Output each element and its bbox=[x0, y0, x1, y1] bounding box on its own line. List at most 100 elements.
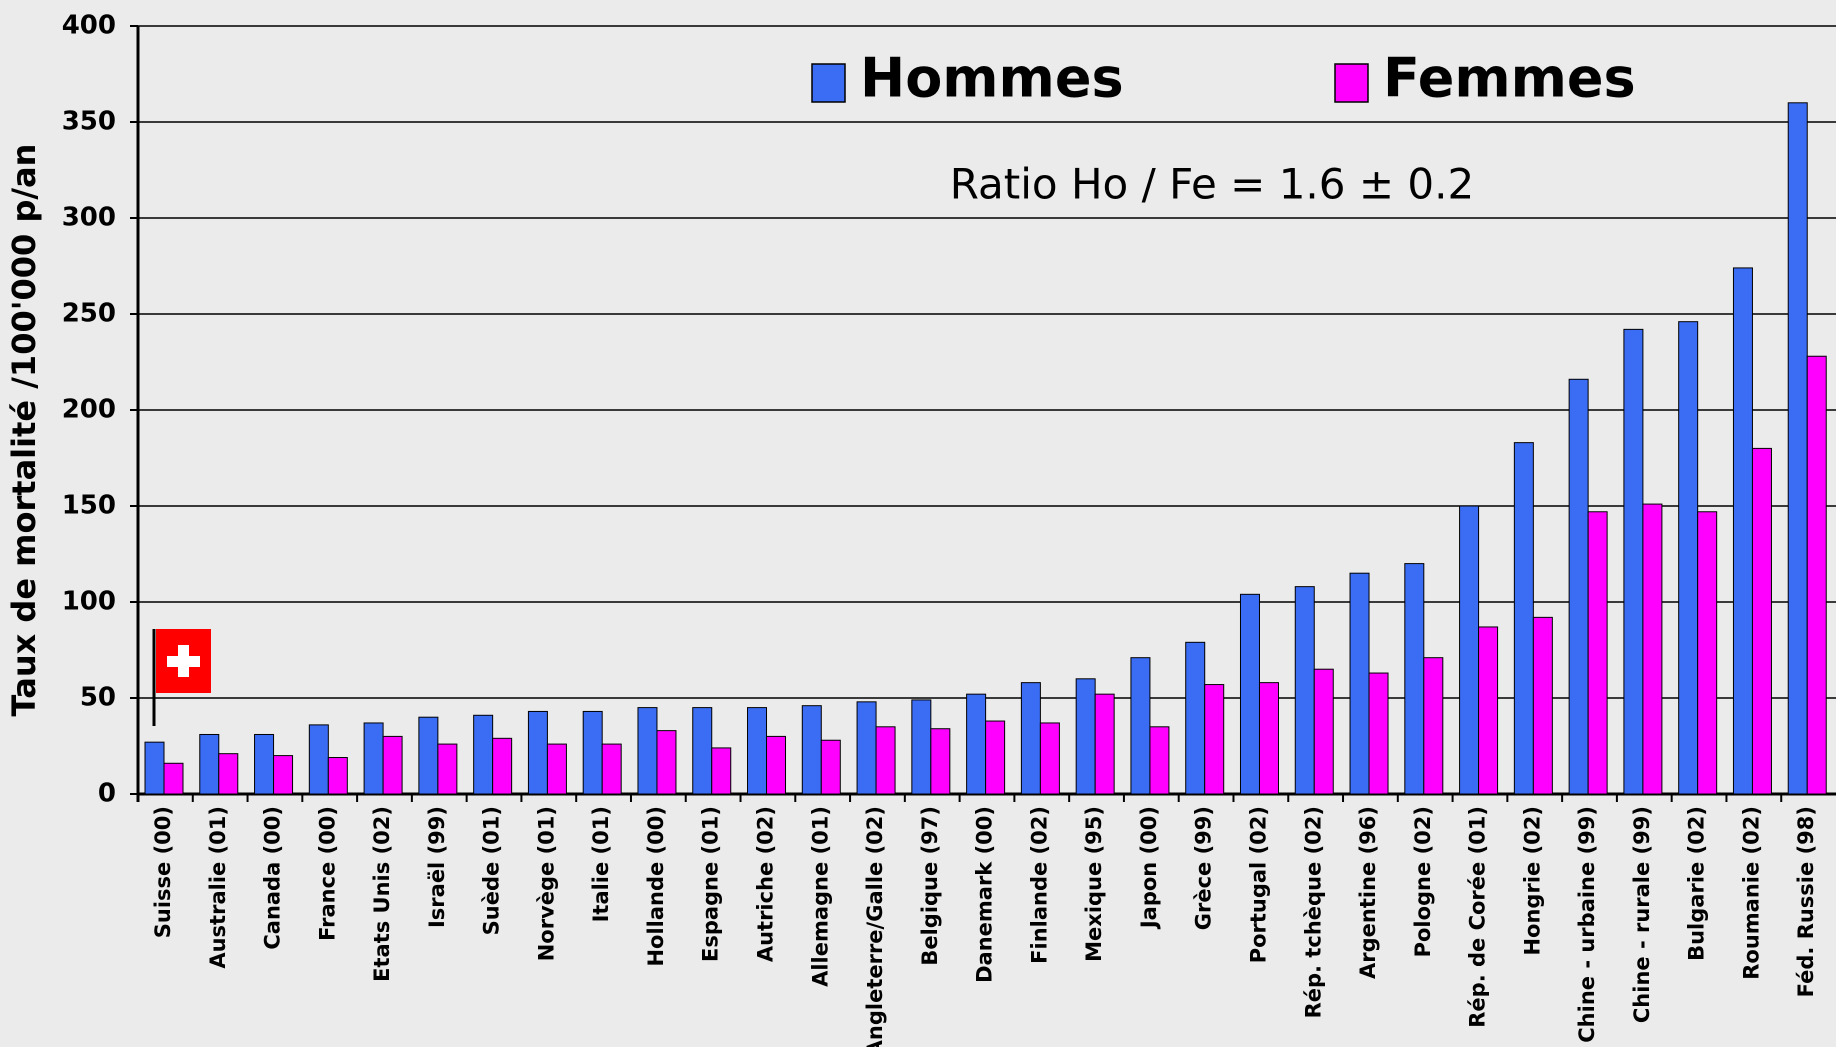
x-tick-label: Féd. Russie (98) bbox=[1794, 806, 1818, 997]
bar bbox=[1751, 447, 1772, 795]
bar bbox=[582, 710, 603, 795]
bar bbox=[656, 730, 677, 795]
bar bbox=[1513, 442, 1534, 795]
bar bbox=[966, 693, 987, 795]
bar bbox=[1149, 726, 1170, 795]
bar bbox=[1294, 586, 1315, 795]
x-tick-label: Autriche (02) bbox=[754, 806, 778, 962]
y-axis-title: Taux de mortalité /100'000 p/an bbox=[5, 144, 43, 717]
x-tick-label: Angleterre/Galle (02) bbox=[863, 806, 887, 1047]
x-tick-label: Etats Unis (02) bbox=[370, 806, 394, 982]
bar bbox=[747, 707, 768, 795]
legend-swatch bbox=[1334, 63, 1369, 103]
y-tick-label: 0 bbox=[98, 779, 116, 809]
x-tick-label: Norvège (01) bbox=[534, 806, 558, 961]
bar bbox=[363, 722, 384, 795]
bar bbox=[1587, 511, 1608, 795]
bar bbox=[1404, 563, 1425, 795]
bar bbox=[875, 726, 896, 795]
bar bbox=[1623, 328, 1644, 795]
bar bbox=[327, 757, 348, 795]
x-tick-label: Israël (99) bbox=[425, 806, 449, 928]
x-tick-label: Australie (01) bbox=[206, 806, 230, 969]
bar bbox=[856, 701, 877, 795]
x-tick-label: Italie (01) bbox=[589, 806, 613, 922]
x-tick-label: Roumanie (02) bbox=[1739, 806, 1763, 980]
x-tick-label: Espagne (01) bbox=[699, 806, 723, 962]
bar bbox=[199, 733, 220, 795]
legend-swatch bbox=[811, 63, 846, 103]
bar bbox=[1697, 511, 1718, 795]
bar bbox=[601, 743, 622, 795]
y-tick-label: 200 bbox=[62, 395, 116, 425]
x-tick-label: Finlande (02) bbox=[1027, 806, 1051, 964]
bar bbox=[766, 735, 787, 795]
x-tick-label: Rép. de Corée (01) bbox=[1466, 806, 1490, 1028]
x-tick-label: Canada (00) bbox=[261, 806, 285, 950]
x-tick-label: Rép. tchèque (02) bbox=[1301, 806, 1325, 1018]
bar bbox=[1020, 682, 1041, 795]
y-tick-label: 400 bbox=[62, 11, 116, 41]
bar bbox=[1130, 657, 1151, 795]
bar bbox=[308, 724, 329, 795]
bar bbox=[437, 743, 458, 795]
y-tick-label: 300 bbox=[62, 203, 116, 233]
bar bbox=[911, 699, 932, 795]
bar bbox=[1568, 378, 1589, 795]
bar bbox=[473, 714, 494, 795]
bar bbox=[1349, 572, 1370, 795]
y-tick-label: 50 bbox=[80, 683, 116, 713]
bar bbox=[1532, 616, 1553, 795]
bar bbox=[1368, 672, 1389, 795]
bar bbox=[1732, 267, 1753, 795]
legend-label: Hommes bbox=[860, 47, 1124, 110]
x-tick-label: Mexique (95) bbox=[1082, 806, 1106, 962]
bar bbox=[637, 707, 658, 795]
bar bbox=[218, 753, 239, 795]
swiss-flag bbox=[152, 629, 211, 726]
legend-label: Femmes bbox=[1383, 47, 1636, 110]
annotation: Ratio Ho / Fe = 1.6 ± 0.2 bbox=[950, 160, 1474, 209]
bar bbox=[930, 728, 951, 795]
x-tick-label: Hollande (00) bbox=[644, 806, 668, 967]
bar bbox=[1478, 626, 1499, 795]
bar bbox=[1678, 321, 1699, 795]
bar bbox=[1094, 693, 1115, 795]
x-tick-label: Portugal (02) bbox=[1246, 806, 1270, 963]
x-tick-label: Chine - rurale (99) bbox=[1630, 806, 1654, 1023]
bar bbox=[546, 743, 567, 795]
x-tick-label: Bulgarie (02) bbox=[1685, 806, 1709, 961]
bar bbox=[801, 705, 822, 795]
bar bbox=[273, 755, 294, 795]
y-tick-label: 350 bbox=[62, 107, 116, 137]
y-tick-label: 150 bbox=[62, 491, 116, 521]
bar bbox=[254, 733, 275, 795]
y-tick-label: 250 bbox=[62, 299, 116, 329]
x-tick-label: Japon (00) bbox=[1137, 806, 1161, 930]
bar bbox=[1642, 503, 1663, 795]
bar bbox=[418, 716, 439, 795]
x-tick-label: Pologne (02) bbox=[1411, 806, 1435, 957]
bar bbox=[711, 747, 732, 795]
x-tick-label: Chine - urbaine (99) bbox=[1575, 806, 1599, 1043]
bar bbox=[527, 710, 548, 795]
bar bbox=[1204, 684, 1225, 795]
bar bbox=[1185, 641, 1206, 795]
bar bbox=[985, 720, 1006, 795]
bar bbox=[1313, 668, 1334, 795]
bar bbox=[1039, 722, 1060, 795]
bar bbox=[1459, 505, 1480, 795]
x-tick-label: Argentine (96) bbox=[1356, 806, 1380, 979]
bar bbox=[492, 737, 513, 795]
bar bbox=[1423, 657, 1444, 795]
bar bbox=[692, 707, 713, 795]
bar bbox=[1258, 682, 1279, 795]
y-tick-label: 100 bbox=[62, 587, 116, 617]
bar bbox=[382, 735, 403, 795]
bar bbox=[1239, 593, 1260, 795]
bar bbox=[144, 741, 165, 795]
x-tick-label: Grèce (99) bbox=[1192, 806, 1216, 930]
bar bbox=[163, 762, 184, 795]
